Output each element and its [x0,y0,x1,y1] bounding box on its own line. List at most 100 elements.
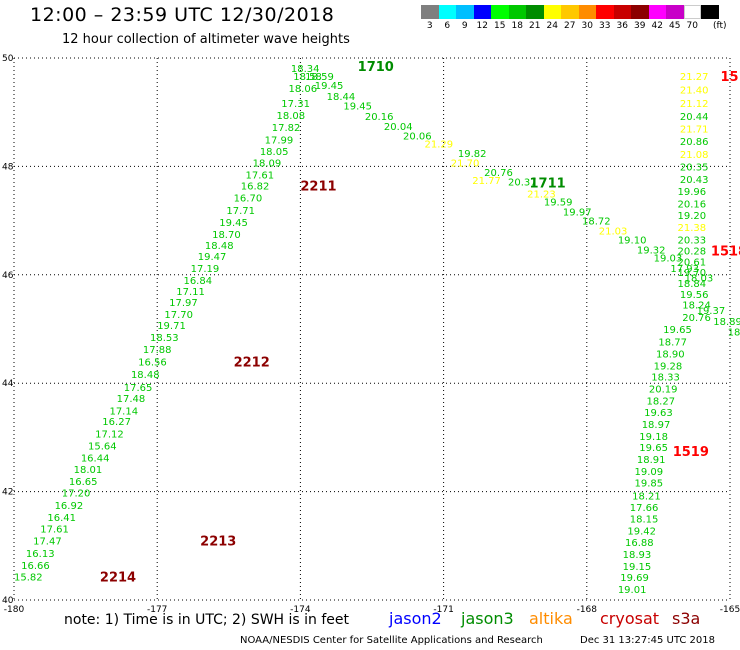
y-tick-label: 48 [2,162,14,172]
swh-value: 19.10 [618,236,647,247]
swh-value: 21.12 [680,99,709,110]
swh-value: 19.01 [618,585,647,596]
swh-value: 18.27 [646,397,675,408]
swh-value: 20.16 [677,199,706,210]
swh-value: 20.04 [384,122,413,133]
swh-value: 17.11 [176,287,205,298]
y-tick-label: 50 [2,54,14,64]
sat-jason2: jason2 [389,609,442,628]
color-scale-label: 42 [651,21,663,31]
swh-value: 20.76 [682,313,711,324]
swh-value: 19.65 [663,325,692,336]
swh-value: 18.53 [728,328,740,339]
color-scale-label: 12 [476,21,488,31]
swh-value: 18.33 [651,373,680,384]
color-swatch [456,5,474,19]
y-tick-label: 42 [2,488,13,498]
swh-value: 20.19 [649,385,678,396]
swh-value: 18.59 [305,72,334,83]
swh-value: 20.76 [484,168,513,179]
footer-timestamp: Dec 31 13:27:45 UTC 2018 [580,635,715,646]
pass-time-label: 2211 [300,179,336,194]
color-scale [421,5,719,19]
swh-value: 18.01 [74,465,103,476]
footer-credit: NOAA/NESDIS Center for Satellite Applica… [240,635,543,646]
swh-value: 19.32 [637,245,666,256]
swh-value: 19.97 [563,207,592,218]
color-scale-unit: (ft) [713,21,727,31]
swh-value: 16.70 [234,193,263,204]
color-scale-label: 9 [461,21,468,31]
x-tick-label: -180 [4,605,25,615]
swh-value: 18.21 [632,491,661,502]
swh-value: 16.84 [183,276,212,287]
color-swatch [526,5,544,19]
color-swatch [631,5,649,19]
swh-value: 16.66 [21,561,50,572]
color-scale-label: 15 [494,21,506,31]
color-swatch [473,5,491,19]
y-tick-label: 46 [2,271,14,281]
x-tick-label: -165 [720,605,740,615]
swh-value: 17.19 [191,264,220,275]
swh-value: 19.03 [654,253,683,264]
swh-value: 18.48 [205,241,234,252]
swh-value: 18.72 [582,217,611,228]
x-tick-label: -174 [290,605,311,615]
swh-value: 17.65 [124,383,153,394]
swh-value: 19.18 [639,432,668,443]
sat-altika: altika [529,609,573,628]
color-scale-label: 21 [529,21,541,31]
swh-value: 17.61 [246,171,275,182]
color-swatch [421,5,439,19]
swh-value: 15.82 [14,573,43,584]
color-swatch [666,5,684,19]
swh-value: 18.77 [658,337,687,348]
x-tick-label: -177 [147,605,167,615]
swh-value: 18.91 [637,455,666,466]
swh-value: 18.24 [682,301,711,312]
swh-value: 17.12 [95,430,124,441]
color-swatch [491,5,509,19]
swh-value: 18.93 [623,550,652,561]
color-swatch [508,5,526,19]
pass-time-label: 2212 [234,356,270,371]
swh-value: 16.65 [69,477,98,488]
pass-time-label: 1711 [530,177,566,192]
swh-value: 18.70 [212,230,241,241]
swh-value: 17.61 [40,524,69,535]
swh-value: 20.61 [677,257,706,268]
swh-value: 16.56 [138,358,167,369]
swh-value: 20.37 [508,178,537,189]
swh-value: 18.03 [685,274,714,285]
swh-value: 20.86 [680,137,709,148]
color-swatch [543,5,561,19]
color-scale-label: 36 [616,21,628,31]
swh-value: 17.70 [164,310,193,321]
color-swatch [596,5,614,19]
color-scale-label: 39 [634,21,646,31]
swh-value: 17.31 [281,99,310,110]
swh-value: 19.45 [219,218,248,229]
swh-value: 19.71 [157,321,186,332]
swh-value: 18.09 [253,159,282,170]
swh-value: 18.97 [642,420,671,431]
swh-value: 19.70 [677,268,706,279]
swh-value: 19.47 [198,252,227,263]
swh-value: 17.71 [226,206,255,217]
swh-value: 21.08 [680,150,709,161]
swh-value: 17.82 [272,123,301,134]
swh-value: 21.77 [472,176,501,187]
page-title: 12:00 – 23:59 UTC 12/30/2018 [30,4,335,26]
swh-value: 21.70 [451,159,480,170]
swh-value: 19.20 [677,211,706,222]
swh-value: 21.40 [680,85,709,96]
swh-value: 17.88 [143,345,172,356]
swh-value: 18.08 [277,111,306,122]
swh-value: 18.34 [291,64,320,75]
pass-time-label: 2213 [200,534,236,549]
x-tick-label: -171 [433,605,453,615]
